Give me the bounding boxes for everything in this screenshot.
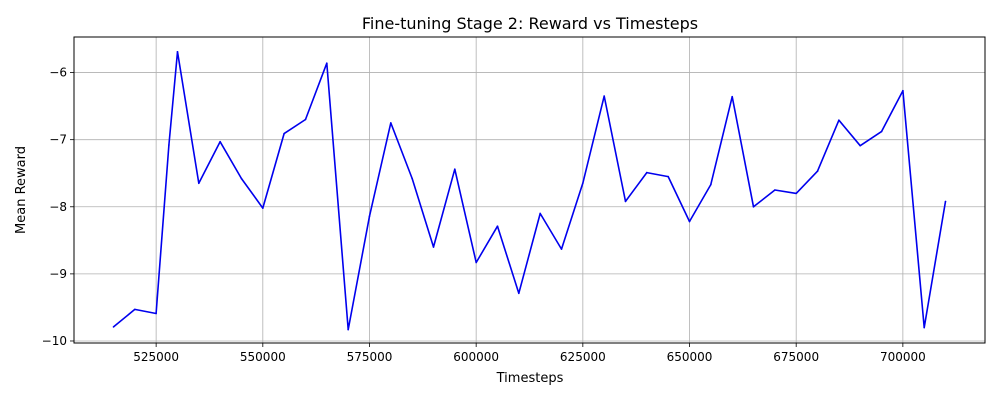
data-point: [283, 132, 285, 135]
x-tick-label: 675000: [773, 350, 819, 364]
data-point: [368, 215, 371, 217]
data-point: [518, 292, 520, 295]
data-point: [859, 144, 861, 147]
grid: [74, 37, 985, 343]
x-tick-label: 600000: [453, 350, 499, 364]
data-point: [134, 308, 136, 311]
data-point: [646, 171, 648, 174]
data-point: [411, 177, 413, 180]
y-tick-label: −9: [49, 267, 67, 281]
data-point: [155, 312, 157, 315]
y-tick-label: −10: [42, 334, 67, 348]
data-point: [944, 200, 947, 203]
data-point: [168, 144, 170, 146]
y-axis: −10 −9 −8 −7 −6: [42, 66, 74, 348]
data-point: [112, 326, 115, 328]
x-tick-label: 700000: [880, 350, 926, 364]
data-point: [582, 182, 584, 185]
data-point: [219, 140, 221, 143]
data-point: [731, 95, 733, 98]
y-axis-title: Mean Reward: [14, 146, 29, 234]
data-point: [176, 50, 179, 53]
data-point: [902, 89, 904, 92]
x-axis: 525000 550000 575000 600000 625000 650000 6750…: [133, 343, 926, 364]
data-point: [198, 182, 200, 185]
data-point: [752, 205, 755, 208]
data-point: [326, 62, 328, 64]
y-tick-label: −8: [49, 200, 67, 214]
data-point: [816, 170, 819, 173]
data-point: [262, 207, 264, 209]
x-tick-label: 650000: [667, 350, 713, 364]
data-point: [432, 246, 435, 248]
data-point: [688, 220, 691, 223]
series-layer: [112, 50, 947, 331]
data-point: [240, 177, 243, 180]
data-point: [667, 175, 669, 178]
plot-frame: [73, 36, 986, 344]
data-point: [624, 200, 627, 203]
data-point: [347, 328, 349, 331]
x-tick-label: 625000: [560, 350, 606, 364]
x-axis-title: Timesteps: [496, 371, 564, 386]
x-tick-label: 550000: [240, 350, 286, 364]
data-point: [539, 212, 541, 215]
y-tick-label: −7: [49, 133, 67, 147]
data-point: [774, 189, 776, 191]
data-point: [795, 192, 797, 195]
data-point: [603, 95, 605, 97]
data-point: [923, 326, 925, 329]
data-point: [454, 168, 456, 170]
x-tick-label: 525000: [133, 350, 179, 364]
data-point: [496, 225, 499, 228]
data-point: [390, 122, 392, 124]
data-point: [304, 118, 307, 121]
data-point: [560, 248, 563, 250]
x-tick-label: 575000: [347, 350, 393, 364]
data-point: [710, 183, 712, 186]
chart-title: Fine-tuning Stage 2: Reward vs Timesteps: [362, 14, 698, 33]
y-tick-label: −6: [49, 66, 67, 80]
data-point: [475, 261, 477, 264]
data-point: [838, 119, 840, 122]
data-point: [880, 130, 883, 133]
